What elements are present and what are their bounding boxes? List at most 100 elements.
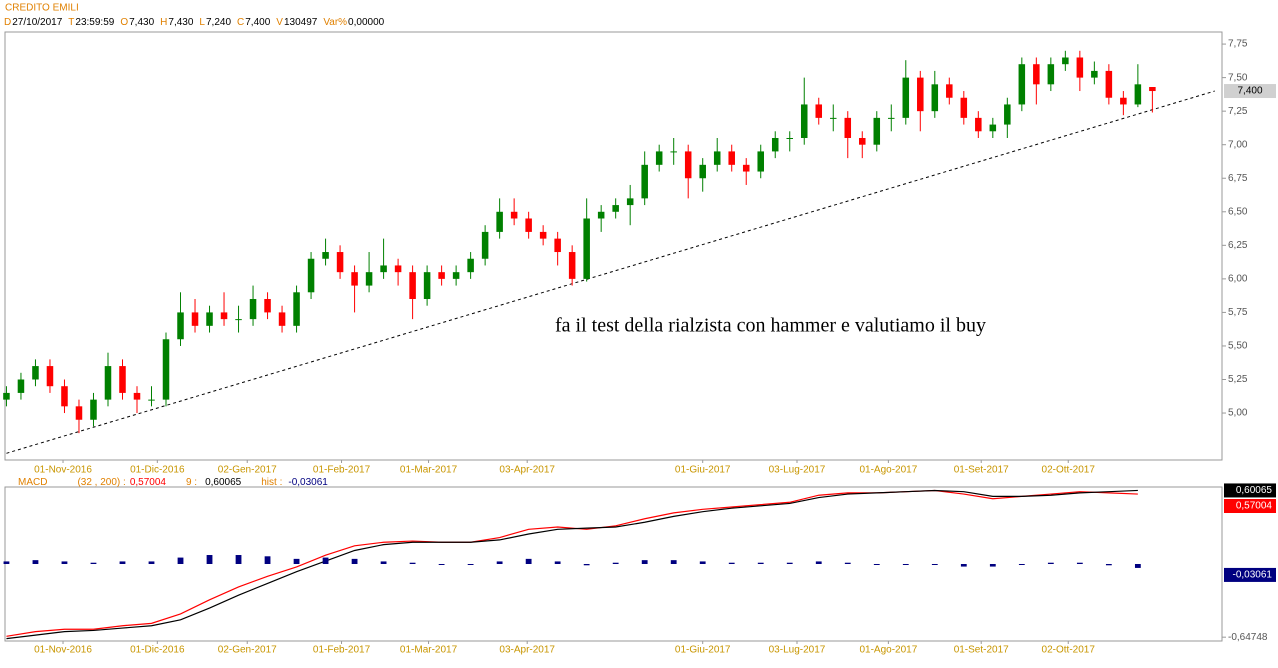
hist-bar [815, 561, 822, 564]
candle-body [249, 298, 257, 320]
candle-body [119, 366, 126, 393]
hist-bar [409, 562, 416, 564]
x-tick-label: 01-Set-2017 [954, 645, 1009, 656]
candle-body [786, 137, 794, 139]
value-box [1224, 483, 1276, 498]
hist-bar [844, 562, 851, 564]
candle-body [467, 258, 474, 273]
candle-body [946, 84, 953, 98]
field-key: D [4, 17, 11, 28]
candle-body [235, 319, 242, 321]
x-tick-label: 02-Ott-2017 [1042, 645, 1096, 656]
x-tick-label: 03-Lug-2017 [769, 645, 826, 656]
y-tick-label: 7,00 [1228, 139, 1248, 150]
candle-body [293, 292, 300, 326]
x-tick-label: 01-Giu-2017 [675, 645, 731, 656]
hist-bar [1076, 562, 1083, 564]
hist-bar [728, 562, 735, 564]
candle-body [264, 298, 271, 313]
hist-bar [351, 558, 358, 564]
candle-body [1033, 64, 1040, 85]
x-tick-label: 01-Nov-2016 [34, 645, 92, 656]
field-value: 7,240 [206, 17, 231, 28]
candle-body [960, 97, 968, 118]
hist-bar [554, 561, 561, 564]
x-tick-label: 01-Feb-2017 [313, 645, 371, 656]
candle-body [510, 211, 518, 219]
candle-body [917, 77, 924, 112]
candle-body [829, 117, 837, 119]
y-tick-label: 6,00 [1228, 274, 1248, 285]
candle-body [220, 312, 228, 320]
macd-title: MACD [18, 477, 47, 488]
candle-body [859, 137, 866, 145]
candle-body [1091, 70, 1098, 78]
value-box-label: 0,60065 [1236, 485, 1273, 496]
hist-bar [438, 564, 445, 565]
hist-value: -0,03061 [288, 477, 328, 488]
candle-body [191, 312, 199, 326]
candle-body [438, 272, 445, 279]
candle-body [307, 258, 315, 293]
candle-body [568, 252, 576, 279]
candle-body [800, 104, 808, 138]
candle-body [206, 312, 213, 326]
hist-bar [496, 561, 503, 564]
hist-bar [786, 562, 793, 564]
x-tick-label: 02-Ott-2017 [1042, 465, 1096, 476]
price-tag [1224, 84, 1276, 99]
field-key: V [276, 17, 283, 28]
x-tick-label: 01-Mar-2017 [400, 645, 458, 656]
field-key: C [237, 17, 244, 28]
field-key: T [68, 17, 74, 28]
candle-body [1120, 97, 1127, 105]
x-tick-label: 01-Ago-2017 [859, 465, 917, 476]
candle-body [844, 117, 852, 138]
value-box [1224, 499, 1276, 513]
field-value: 130497 [284, 17, 318, 28]
candle-body [641, 164, 648, 199]
macd-value: 0,57004 [130, 477, 167, 488]
hist-bar [902, 564, 909, 565]
hist-bar [960, 564, 967, 567]
candle-body [481, 231, 489, 259]
x-tick-label: 01-Set-2017 [954, 465, 1009, 476]
candle-body [496, 211, 503, 232]
field-value: 0,00000 [348, 17, 385, 28]
y-tick-label: 5,75 [1228, 307, 1248, 318]
hist-bar [670, 560, 677, 564]
hist-bar [612, 562, 619, 564]
field-value: 27/10/2017 [12, 17, 62, 28]
hist-bar [119, 561, 126, 564]
candle-body [888, 117, 895, 119]
candle-body [90, 399, 97, 420]
candle-body [1018, 64, 1026, 105]
candle-body [452, 272, 460, 279]
candle-body [32, 366, 39, 380]
y-tick-label: 6,25 [1228, 240, 1248, 251]
candle-body [322, 252, 329, 259]
hist-bar [757, 562, 764, 564]
y-tick-label: 7,25 [1228, 106, 1248, 117]
candle-body [554, 238, 561, 253]
instrument-name: CREDITO EMILI [5, 3, 79, 14]
candle-body [539, 231, 547, 239]
candle-body [525, 218, 532, 232]
candle-body [351, 272, 358, 286]
candle-body [3, 392, 10, 400]
candle-body [815, 104, 823, 118]
candle-body [771, 137, 779, 152]
hist-bar [293, 558, 300, 564]
candle-body [873, 117, 881, 145]
price-tag-label: 7,400 [1237, 86, 1262, 97]
trendline [6, 90, 1215, 454]
hist-bar [1018, 564, 1025, 565]
hist-bar [206, 555, 213, 564]
x-tick-label: 03-Lug-2017 [769, 465, 826, 476]
hist-bar [989, 564, 996, 567]
x-tick-label: 02-Gen-2017 [218, 465, 277, 476]
candle-body [394, 265, 402, 273]
candle-body [713, 151, 721, 165]
field-key: Var% [323, 17, 347, 28]
